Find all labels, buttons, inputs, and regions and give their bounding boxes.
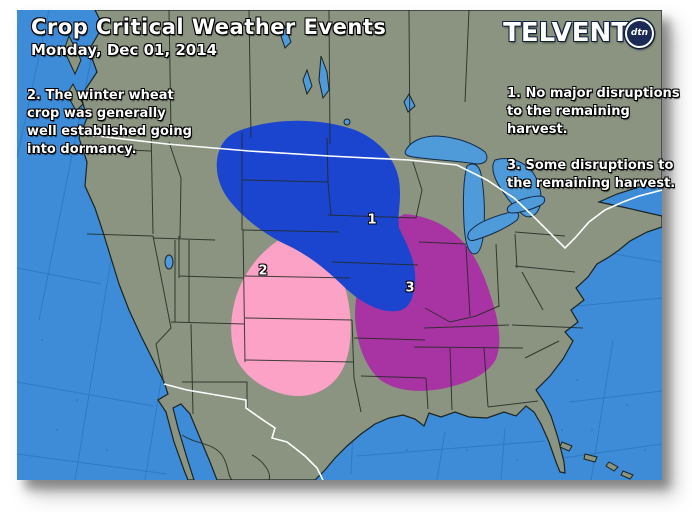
note-no-major-disruptions: 1. No major disruptions to the remaining…	[507, 85, 680, 139]
ocean-speckles	[41, 339, 646, 461]
lake-superior	[404, 135, 488, 165]
region-label-2: 2	[258, 263, 268, 279]
date-label: Monday, Dec 01, 2014	[31, 41, 218, 59]
region-label-3: 3	[405, 280, 415, 296]
note-winter-wheat: 2. The winter wheat crop was generally w…	[27, 87, 192, 159]
note-line: 3. Some disruptions to	[507, 158, 674, 173]
note-line: well established going	[27, 124, 192, 139]
state-borders	[78, 10, 584, 480]
note-line: 1. No major disruptions	[507, 86, 680, 101]
telvent-logo: TELVENT dtn	[503, 18, 654, 48]
note-line: the remaining harvest.	[507, 176, 676, 191]
islands-and-lakes	[63, 24, 634, 480]
lake-ontario	[506, 195, 546, 214]
lake-erie	[467, 211, 520, 241]
us-mexico-border	[163, 383, 324, 480]
note-line: harvest.	[507, 122, 568, 137]
us-canada-border	[78, 133, 662, 250]
note-some-disruptions: 3. Some disruptions to the remaining har…	[507, 157, 675, 193]
region-label-1: 1	[367, 212, 377, 228]
weather-map: Crop Critical Weather Events Monday, Dec…	[17, 10, 680, 480]
note-line: crop was generally	[27, 106, 166, 121]
telvent-logo-text: TELVENT	[503, 18, 629, 48]
region-2-pink	[231, 230, 351, 397]
dtn-badge-icon: dtn	[625, 18, 654, 48]
international-borders	[78, 133, 662, 480]
note-line: into dormancy.	[27, 142, 137, 157]
note-line: 2. The winter wheat	[27, 88, 174, 103]
us-map-graphic	[17, 10, 662, 480]
note-line: to the remaining	[507, 104, 630, 119]
page-title: Crop Critical Weather Events	[31, 15, 387, 39]
